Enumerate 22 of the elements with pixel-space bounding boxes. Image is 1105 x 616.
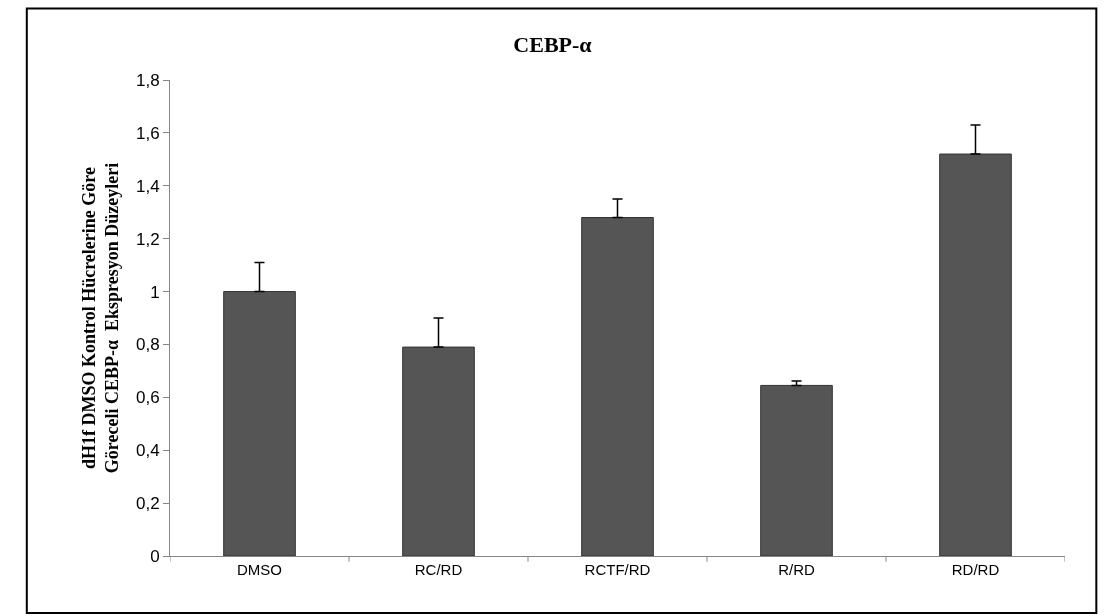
y-axis-title: dH1f DMSO Kontrol Hücrelerine Göre Göreceli CEBP-α Ekspresyon Düzeyleri bbox=[78, 162, 123, 474]
bar bbox=[402, 346, 475, 556]
y-tick-label: 0,2 bbox=[135, 494, 160, 514]
bar bbox=[223, 291, 296, 556]
bar bbox=[939, 153, 1012, 556]
chart-title: CEBP-α bbox=[513, 32, 593, 58]
y-tick-label: 1 bbox=[150, 282, 160, 302]
x-tick-label: DMSO bbox=[237, 561, 282, 578]
x-tick-label: RD/RD bbox=[951, 561, 1000, 578]
y-tick-label: 0,6 bbox=[135, 388, 160, 408]
bar bbox=[581, 217, 654, 556]
y-tick-label: 1,6 bbox=[135, 123, 160, 143]
x-tick-label: RC/RD bbox=[414, 561, 463, 578]
x-tick-label: R/RD bbox=[778, 561, 815, 578]
bar bbox=[760, 384, 833, 556]
y-tick-label: 1,4 bbox=[135, 176, 160, 196]
y-tick-label: 0 bbox=[150, 546, 160, 566]
y-tick-label: 1,2 bbox=[135, 229, 160, 249]
y-tick-label: 0,8 bbox=[135, 335, 160, 355]
x-tick-label: RCTF/RD bbox=[584, 561, 651, 578]
y-tick-label: 1,8 bbox=[135, 70, 160, 90]
y-tick-label: 0,4 bbox=[135, 441, 160, 461]
